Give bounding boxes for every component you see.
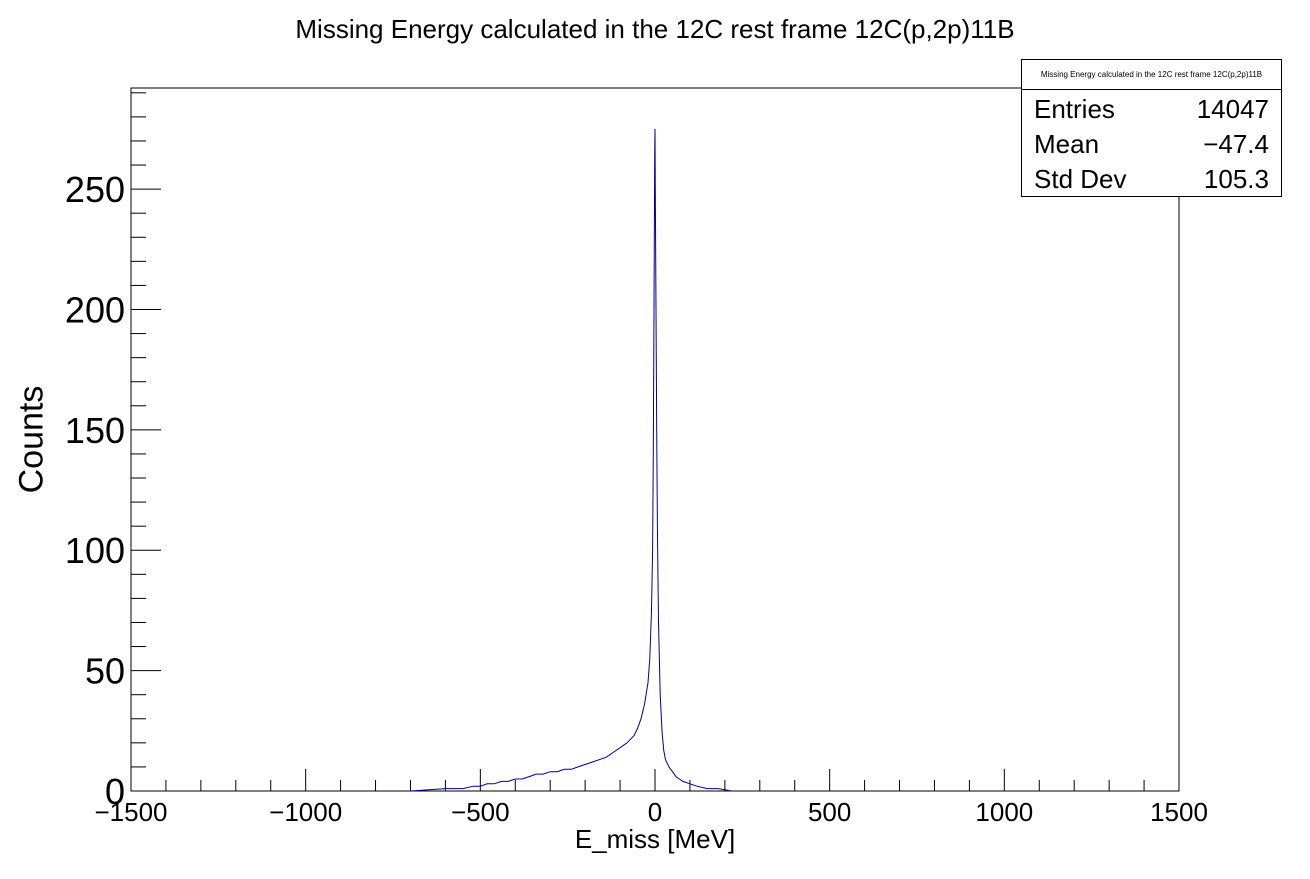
y-tick-label: 200 bbox=[65, 289, 125, 330]
stats-entries-value: 14047 bbox=[1196, 94, 1269, 124]
stats-mean-label: Mean bbox=[1034, 129, 1100, 159]
y-tick-label: 0 bbox=[105, 771, 125, 812]
stats-title: Missing Energy calculated in the 12C res… bbox=[1022, 60, 1281, 90]
stats-mean-row: Mean −47.4 bbox=[1022, 125, 1281, 160]
y-tick-label: 250 bbox=[65, 169, 125, 210]
y-tick-label: 50 bbox=[85, 651, 125, 692]
x-axis: −1500 −1000 −500 0 500 1000 1500 bbox=[94, 769, 1208, 827]
x-tick-label: −500 bbox=[451, 797, 510, 827]
stats-mean-value: −47.4 bbox=[1203, 129, 1269, 159]
x-axis-label: E_miss [MeV] bbox=[574, 824, 736, 854]
stats-entries-label: Entries bbox=[1034, 94, 1115, 124]
x-tick-label: 500 bbox=[808, 797, 851, 827]
chart-title: Missing Energy calculated in the 12C res… bbox=[295, 14, 1015, 44]
x-tick-label: 1000 bbox=[975, 797, 1033, 827]
stats-stddev-value: 105.3 bbox=[1203, 164, 1269, 194]
stats-box: Missing Energy calculated in the 12C res… bbox=[1021, 59, 1282, 197]
y-axis: 0 50 100 150 200 250 bbox=[65, 92, 161, 812]
x-tick-label: −1000 bbox=[269, 797, 342, 827]
y-tick-label: 100 bbox=[65, 530, 125, 571]
stats-stddev-row: Std Dev 105.3 bbox=[1022, 160, 1281, 195]
x-tick-label: −1500 bbox=[94, 797, 167, 827]
stats-entries-row: Entries 14047 bbox=[1022, 90, 1281, 125]
histogram-line bbox=[410, 128, 732, 792]
x-tick-label: 0 bbox=[648, 797, 662, 827]
x-tick-label: 1500 bbox=[1150, 797, 1208, 827]
stats-stddev-label: Std Dev bbox=[1034, 164, 1127, 194]
y-axis-label: Counts bbox=[12, 385, 51, 494]
y-tick-label: 150 bbox=[65, 410, 125, 451]
